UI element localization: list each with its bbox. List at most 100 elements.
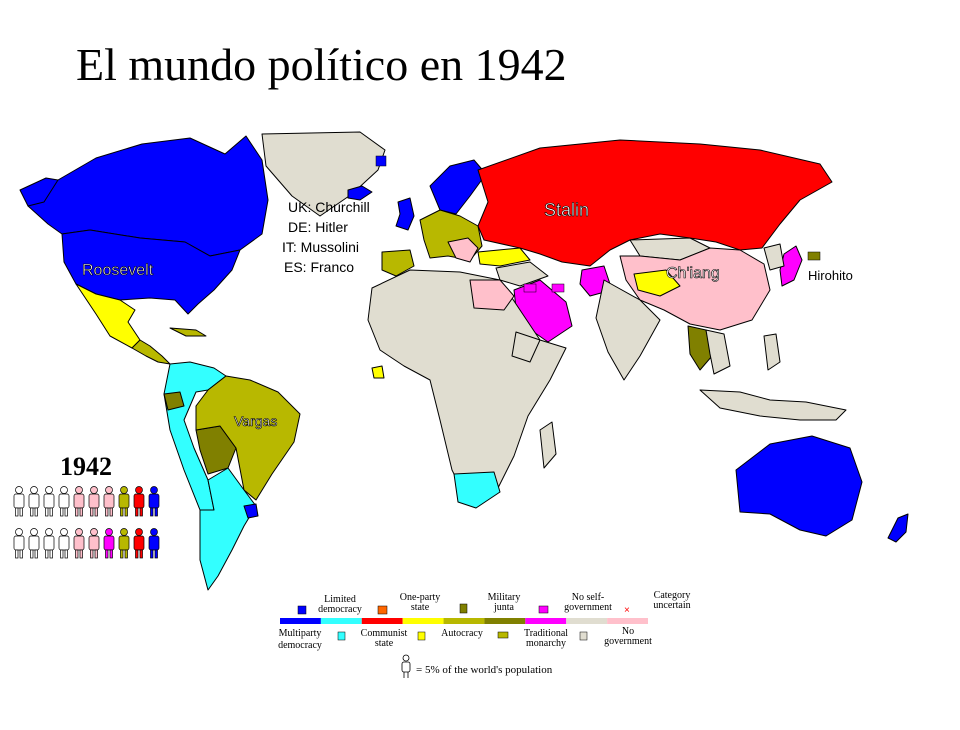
legend-color-bar <box>280 618 648 624</box>
flag-icon <box>807 251 821 261</box>
legend-color-swatch <box>280 618 321 624</box>
autocracy-icon <box>417 631 426 641</box>
star-icon <box>377 605 388 615</box>
ecuador <box>163 391 185 411</box>
population-person <box>43 528 55 559</box>
indochina <box>705 329 731 375</box>
uncertain-icon: × <box>624 605 630 616</box>
brazil <box>195 375 301 501</box>
population-person <box>88 486 100 517</box>
population-person <box>28 528 40 559</box>
legend-communist-2: state <box>375 638 394 649</box>
balkans <box>447 237 479 263</box>
population-person <box>148 486 160 517</box>
legend-limited-1: Limited <box>324 594 356 605</box>
junta-icon <box>497 631 509 639</box>
military-icon <box>459 603 468 614</box>
population-person <box>58 486 70 517</box>
china <box>619 247 771 331</box>
label-hirohito: Hirohito <box>808 268 853 283</box>
legend-color-swatch <box>402 618 444 624</box>
legend-multiparty-2: democracy <box>278 640 322 651</box>
cuba <box>169 327 207 337</box>
legend-military-1: Military <box>488 592 521 603</box>
new-zealand <box>887 513 909 543</box>
legend-nogov-1: No <box>622 626 634 637</box>
population-person <box>73 486 85 517</box>
mexico <box>75 283 141 349</box>
australia <box>735 435 863 537</box>
legend-uncertain-2: uncertain <box>653 600 690 611</box>
indonesia <box>699 389 847 421</box>
population-person <box>13 486 25 517</box>
world-map: Roosevelt Stalin Ch'iang Vargas Hirohito… <box>0 130 960 730</box>
united-kingdom <box>395 197 415 231</box>
legend-nogov-2: government <box>604 636 652 647</box>
turkey <box>477 247 531 267</box>
population-person <box>133 486 145 517</box>
egypt <box>469 279 515 311</box>
central-america <box>131 339 171 365</box>
population-person <box>13 528 25 559</box>
legend-color-swatch <box>443 618 485 624</box>
legend-traditional-1: Traditional <box>524 628 568 639</box>
iberia <box>381 249 415 277</box>
population-person <box>103 528 115 559</box>
scandinavia <box>429 159 487 215</box>
legend-color-swatch <box>361 618 403 624</box>
legend-color-swatch <box>607 618 648 624</box>
alaska <box>19 177 59 207</box>
label-chiang: Ch'iang <box>666 265 720 282</box>
legend-communist-1: Communist <box>361 628 408 639</box>
levant <box>495 261 549 287</box>
liberia <box>371 365 385 379</box>
europe-leader: UK: Churchill <box>288 199 370 215</box>
legend-color-swatch <box>525 618 567 624</box>
population-person <box>133 528 145 559</box>
europe-leader: ES: Franco <box>284 259 354 275</box>
korea <box>763 243 785 271</box>
population-person <box>73 528 85 559</box>
legend-multiparty-1: Multiparty <box>279 628 322 639</box>
population-person <box>118 528 130 559</box>
legend-oneparty-1: One-party <box>400 592 441 603</box>
flag-icon <box>523 283 537 293</box>
label-stalin: Stalin <box>544 200 589 220</box>
population-person <box>103 486 115 517</box>
legend-color-swatch <box>566 618 608 624</box>
population-person <box>28 486 40 517</box>
europe-leaders: UK: Churchill DE: Hitler IT: Mussolini E… <box>282 199 370 275</box>
crown-icon <box>538 605 549 614</box>
europe-leader: DE: Hitler <box>288 219 348 235</box>
population-note: = 5% of the world's population <box>416 664 553 676</box>
legend-oneparty-2: state <box>411 602 430 613</box>
legend-traditional-2: monarchy <box>526 638 566 649</box>
ethiopia <box>511 331 541 363</box>
person-icon <box>401 654 411 678</box>
india <box>595 279 661 381</box>
europe-leader: IT: Mussolini <box>282 239 359 255</box>
population-person <box>148 528 160 559</box>
population-person <box>118 486 130 517</box>
population-person <box>58 528 70 559</box>
population-figures <box>13 486 160 559</box>
south-africa <box>453 471 501 509</box>
flag-icon <box>551 283 565 293</box>
japan <box>779 245 803 287</box>
uruguay <box>243 503 259 519</box>
ussr <box>477 139 833 267</box>
flag-icon <box>375 155 387 167</box>
no-self-government-icon <box>579 631 588 641</box>
label-roosevelt: Roosevelt <box>82 262 154 279</box>
legend-military-2: junta <box>493 602 515 613</box>
legend-noself-1: No self- <box>572 592 605 603</box>
legend-autocracy: Autocracy <box>441 628 483 639</box>
year-badge: 1942 <box>60 452 112 481</box>
legend: Limited democracy One-party state Milita… <box>278 590 691 678</box>
tibet <box>633 269 681 297</box>
legend-color-swatch <box>484 618 526 624</box>
population-person <box>88 528 100 559</box>
thailand <box>687 325 713 371</box>
philippines <box>763 333 781 371</box>
label-vargas: Vargas <box>234 413 277 429</box>
